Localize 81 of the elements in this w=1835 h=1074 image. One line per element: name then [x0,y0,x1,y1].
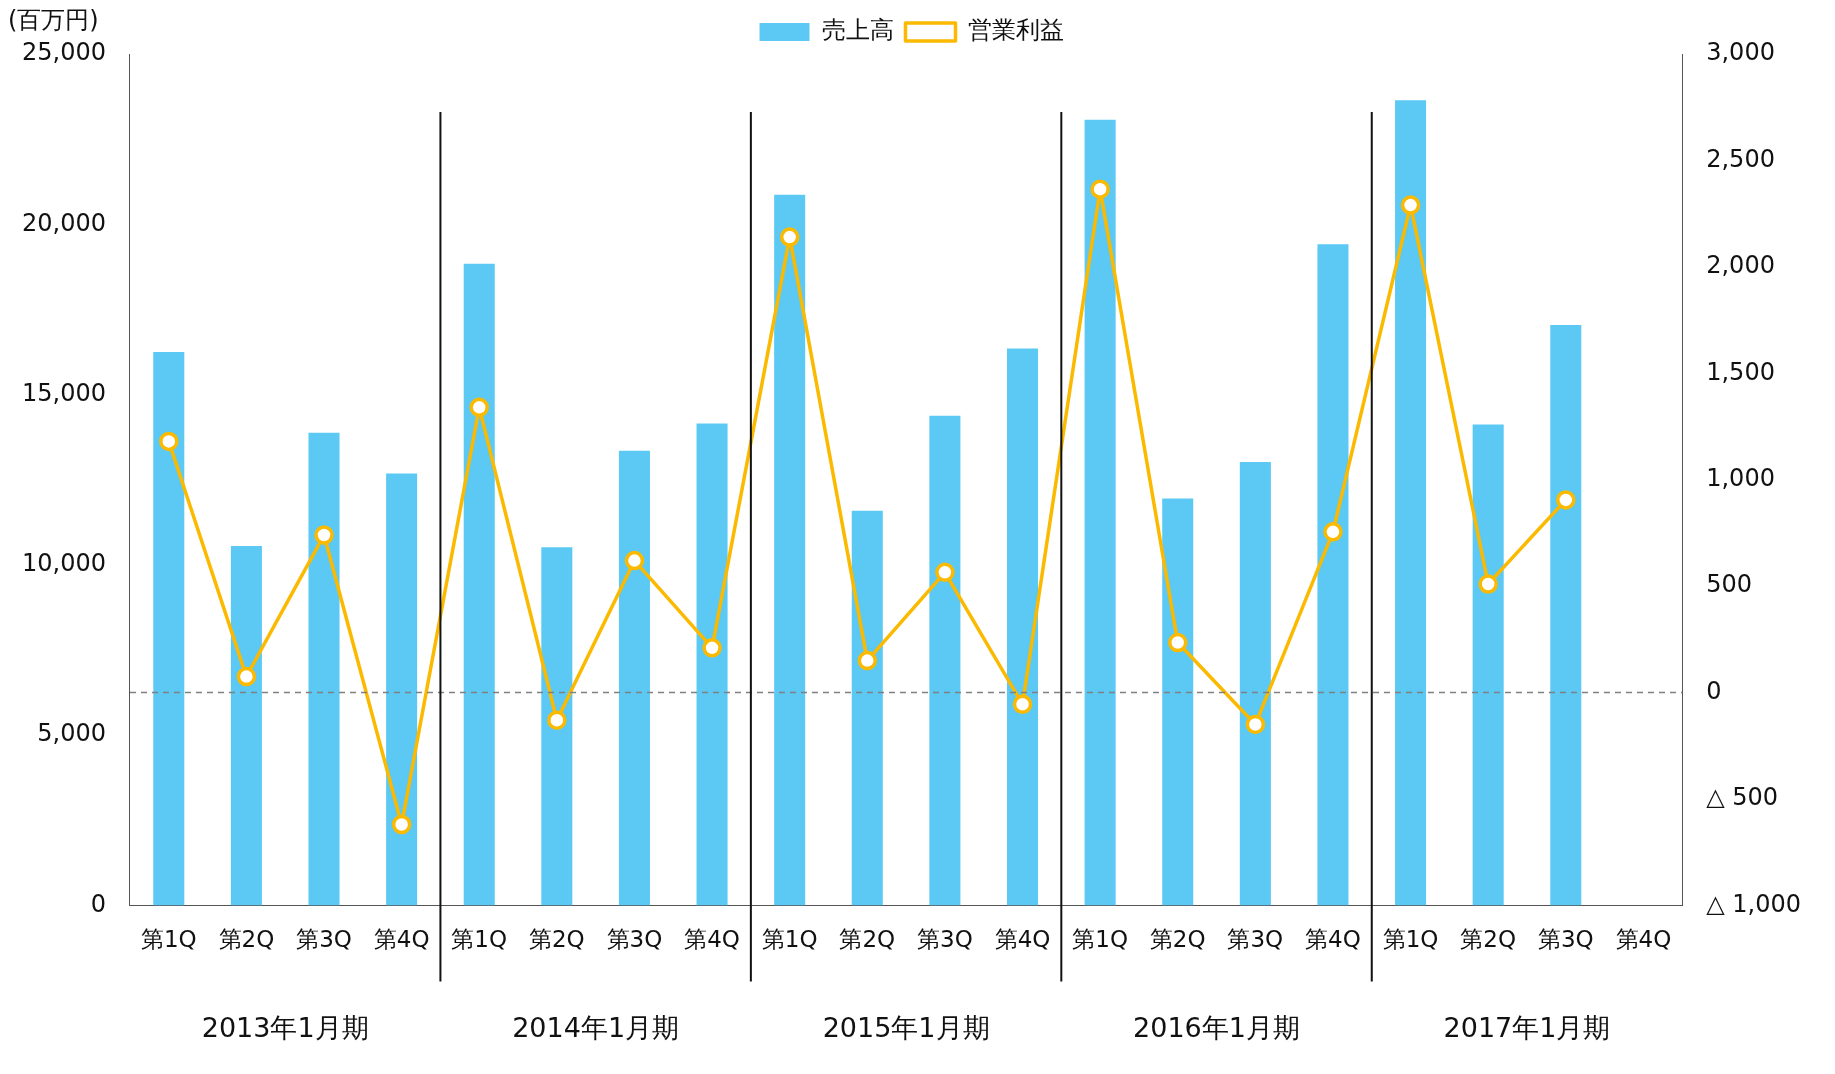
bar [386,473,418,906]
x-tick-label: 第2Q [218,926,275,953]
x-tick-label: 第3Q [917,926,973,953]
x-tick-label: 第4Q [1305,926,1361,953]
legend-label: 売上高 [821,16,894,45]
x-tick-label: 第3Q [296,926,352,953]
point [1478,574,1498,594]
x-tick-label: 第3Q [1537,926,1594,953]
point [1012,694,1033,715]
y2-tick-label: 2,000 [1706,251,1775,280]
x-tick-label: 第1Q [761,926,818,953]
point [469,397,489,418]
bar [541,547,573,906]
point [1400,195,1421,215]
bar [1162,498,1194,906]
legend-label: 営業利益 [967,16,1064,45]
point [236,666,257,687]
bar [463,263,495,906]
y2-tick-label: 0 [1706,676,1722,705]
x-tick-label: 第3Q [1227,926,1284,953]
bar [153,351,185,906]
y2-tick-label: 2,500 [1706,144,1775,173]
bar [1239,461,1271,906]
bar [230,546,262,906]
point [779,227,800,247]
x-tick-label: 第2Q [839,926,896,953]
bar [774,194,806,906]
y2-tick-label: △ 500 [1706,783,1779,812]
bar [618,450,650,906]
bar [1006,348,1039,906]
x-tick-label: 第1Q [140,926,197,953]
y2-tick-label: 3,000 [1706,38,1775,67]
point [1323,522,1343,542]
y-tick-label: 25,000 [21,38,106,67]
text: 2017年1月期 [1443,1012,1611,1044]
x-tick-label: 第3Q [606,926,663,953]
x-tick-label: 第1Q [1382,926,1439,953]
point [314,525,334,545]
x-tick-label: 第2Q [1460,926,1517,953]
bar [1395,100,1427,906]
text: 2015年1月期 [822,1012,990,1044]
point [159,431,179,452]
point [857,650,878,671]
x-tick-label: 第2Q [1149,926,1206,953]
x-tick-label: 第2Q [528,926,585,953]
x-tick-label: 第4Q [994,926,1051,953]
point [547,710,567,730]
text: 2016年1月期 [1133,1012,1300,1044]
bar [1550,325,1582,906]
point [1245,714,1266,735]
bar [308,432,340,906]
y2-tick-label: △ 1,000 [1706,889,1801,918]
y-tick-label: 0 [90,889,106,918]
y2-tick-label: 500 [1706,570,1753,599]
x-tick-label: 第4Q [684,926,740,953]
x-tick-label: 第4Q [373,926,430,953]
point [391,814,412,835]
point [1090,179,1110,199]
y-tick-label: 15,000 [21,378,106,407]
y2-tick-label: 1,000 [1706,463,1775,492]
bar [929,415,961,906]
x-tick-label: 第1Q [1072,926,1128,953]
text: 2014年1月期 [512,1012,680,1044]
x-tick-label: 第1Q [451,926,508,953]
point [935,562,955,583]
y2-tick-label: 1,500 [1706,357,1775,386]
x-tick-label: 第4Q [1615,926,1672,953]
bar [1472,424,1504,906]
y-tick-label: 20,000 [21,208,106,237]
point [624,550,645,571]
y-tick-label: 10,000 [21,549,106,578]
text: 2013年1月期 [201,1012,369,1044]
point [702,638,722,658]
point [1167,632,1188,653]
y-tick-label: 5,000 [37,719,106,748]
bar [851,510,883,906]
y-axis-title: (百万円) [8,6,99,35]
bar [1084,119,1116,906]
point [1556,490,1576,510]
bar [696,423,728,906]
bar [1317,244,1349,906]
